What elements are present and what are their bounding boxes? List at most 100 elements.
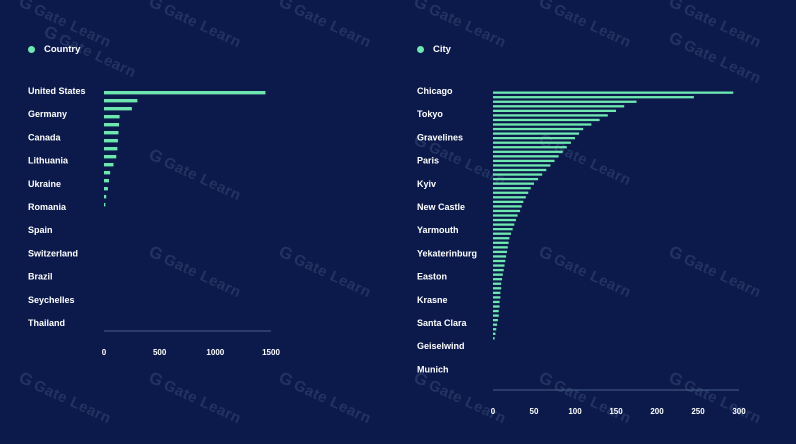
bar (493, 191, 529, 194)
legend-dot-icon (28, 46, 35, 53)
bar (493, 159, 555, 163)
bar (493, 173, 543, 176)
bar (493, 273, 503, 276)
bar (493, 328, 497, 331)
bar (493, 182, 534, 185)
x-tick-label: 1000 (206, 348, 224, 357)
x-tick-label: 250 (691, 407, 705, 416)
bar (493, 209, 521, 213)
bar (104, 187, 108, 191)
bar (493, 200, 524, 203)
bar (493, 309, 499, 313)
bar (493, 164, 551, 167)
bar (493, 100, 637, 103)
country-bar-chart: United States Germany Canada Lithuania Ukrai… (28, 86, 280, 357)
bar (493, 137, 575, 140)
category-label: Ukraine (28, 179, 61, 189)
category-label: United States (28, 86, 86, 96)
bar (493, 246, 508, 249)
category-label: Munich (417, 364, 449, 374)
bar (493, 291, 501, 294)
category-label: Chicago (417, 86, 453, 96)
bar (493, 319, 498, 322)
legend-label: City (433, 44, 451, 55)
category-label: Yekaterinburg (417, 248, 477, 258)
bar (493, 146, 567, 149)
bar (493, 314, 499, 317)
category-label: Brazil (28, 272, 53, 282)
bar (104, 139, 118, 143)
bar (493, 150, 563, 153)
bar (493, 214, 518, 217)
bar (493, 264, 505, 267)
x-tick-label: 1500 (262, 348, 280, 357)
bar (493, 282, 502, 285)
bar (493, 123, 592, 126)
legend-dot-icon (417, 46, 424, 53)
bar (493, 296, 501, 299)
bar (493, 155, 559, 158)
bar (493, 132, 580, 135)
x-tick-label: 50 (530, 407, 539, 416)
bar (104, 171, 111, 175)
category-label: Canada (28, 132, 62, 142)
bar (493, 241, 509, 244)
category-label: Tokyo (417, 109, 443, 119)
bar (104, 203, 106, 207)
category-label: Romania (28, 202, 67, 212)
category-label: Gravelines (417, 132, 463, 142)
x-tick-label: 0 (491, 407, 496, 416)
legend-country: Country (28, 44, 80, 55)
category-label: Easton (417, 272, 447, 282)
bar (104, 163, 114, 167)
category-label: Thailand (28, 318, 65, 328)
bar (493, 96, 694, 99)
bar (104, 155, 117, 159)
x-tick-label: 300 (732, 407, 746, 416)
bar (493, 250, 507, 254)
bar (493, 105, 625, 108)
bar (493, 109, 616, 112)
bar (493, 259, 506, 263)
x-tick-label: 500 (153, 348, 167, 357)
bar (493, 187, 531, 190)
bar (493, 218, 516, 222)
bar (493, 91, 734, 94)
bar (104, 99, 138, 103)
bar (104, 131, 119, 135)
bar (493, 196, 526, 199)
bar (493, 337, 495, 340)
bar (493, 268, 504, 272)
bar (104, 123, 120, 127)
bar (493, 168, 547, 172)
bar (493, 114, 608, 117)
category-label: Switzerland (28, 248, 78, 258)
bar (493, 305, 500, 308)
x-tick-label: 100 (568, 407, 582, 416)
category-label: Paris (417, 156, 439, 166)
legend-city: City (417, 44, 451, 55)
category-label: Kyiv (417, 179, 436, 189)
bar (104, 115, 120, 119)
category-label: Seychelles (28, 295, 75, 305)
bar (493, 300, 500, 304)
bar (104, 147, 118, 151)
bar (104, 195, 107, 199)
bar (493, 223, 515, 226)
bar (104, 91, 266, 95)
bar (493, 127, 584, 131)
bar (493, 323, 498, 326)
bar (493, 278, 503, 281)
legend-label: Country (44, 44, 81, 55)
category-label: Santa Clara (417, 318, 468, 328)
category-label: Krasne (417, 295, 448, 305)
bar (493, 232, 512, 235)
category-label: Yarmouth (417, 225, 459, 235)
category-label: New Castle (417, 202, 465, 212)
category-label: Geiselwind (417, 341, 465, 351)
x-tick-label: 200 (650, 407, 664, 416)
category-label: Spain (28, 225, 53, 235)
bar (493, 141, 571, 144)
bar (104, 107, 132, 111)
